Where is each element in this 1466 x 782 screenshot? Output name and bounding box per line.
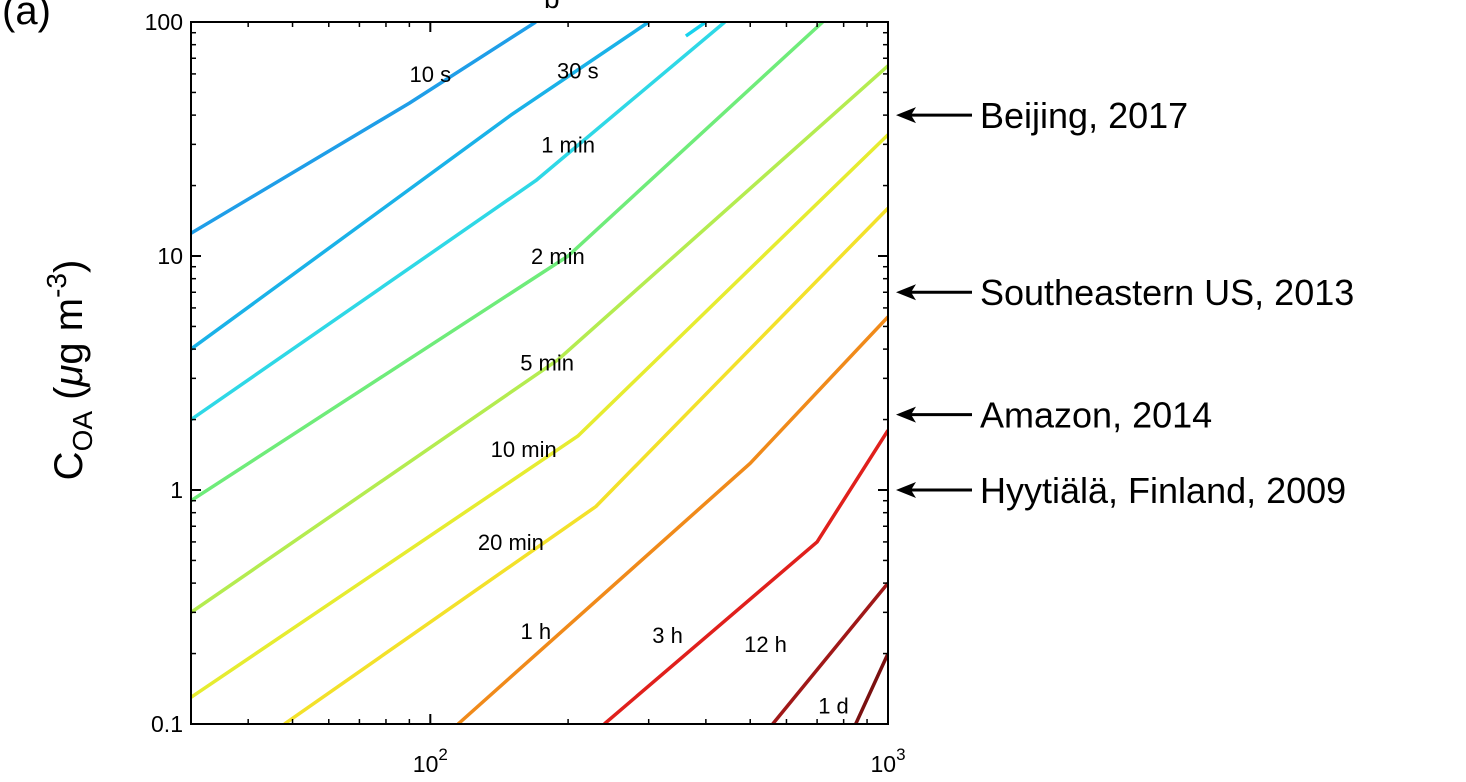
y-label-mu: μ [47,365,91,388]
contour-line-0 [191,22,537,235]
contour-label-6: 10 min [491,437,557,462]
contour-line-7 [283,206,888,724]
contour-line-8 [456,315,888,724]
contour-line-5 [191,64,888,614]
y-label-paren: ( [47,386,91,411]
annotation-arrowhead [896,107,916,124]
top-label-fragment: b [544,0,560,14]
contour-line-9 [603,429,888,724]
contour-lines [191,22,888,724]
contour-line-6 [191,133,888,699]
contour-label-11: 1 d [818,694,849,719]
contour-label-8: 1 h [521,619,552,644]
svg-text:COA (μg m-3): COA (μg m-3) [41,260,98,481]
y-tick-label-2: 10 [157,243,183,269]
contour-label-9: 3 h [652,623,683,648]
annotation-arrowhead [896,482,916,498]
y-label-main: C [47,451,91,480]
y-label-sub: OA [67,411,98,452]
contour-line-10 [771,581,888,724]
contour-line-4 [191,22,824,503]
contour-label-10: 12 h [744,632,787,657]
axis-ticks: 0.1 1 10 100 102 103 [145,9,906,777]
y-label-unit: g m [47,298,91,365]
annotation-label: Amazon, 2014 [980,395,1212,436]
contour-line-11 [854,652,888,724]
contour-line-1 [191,22,650,351]
annotation-2: Amazon, 2014 [896,395,1212,436]
y-tick-label-3: 100 [145,9,183,35]
y-tick-label-1: 1 [170,477,183,503]
contour-line-3 [191,22,726,422]
annotation-arrowhead [896,284,916,301]
y-label-sup: -3 [41,273,72,298]
contour-line-2 [684,22,707,38]
contour-label-7: 20 min [478,530,544,555]
contour-label-3: 1 min [541,132,595,157]
annotation-arrowhead [896,406,916,423]
annotation-label: Southeastern US, 2013 [980,272,1354,313]
x-tick-label-1: 103 [870,745,905,777]
contour-labels: 10 s 30 s 1 min 2 min 5 min 10 min 20 min 1 h 3 … [410,59,849,719]
contour-label-0: 10 s [410,62,452,87]
annotation-1: Southeastern US, 2013 [896,272,1354,313]
annotation-0: Beijing, 2017 [896,95,1188,136]
annotation-3: Hyytiälä, Finland, 2009 [896,470,1346,511]
contour-label-5: 5 min [520,351,574,376]
y-tick-label-0: 0.1 [151,711,183,737]
annotation-label: Beijing, 2017 [980,95,1188,136]
contour-label-1: 30 s [557,59,599,84]
panel-label: (a) [2,0,51,33]
annotation-label: Hyytiälä, Finland, 2009 [980,470,1346,511]
site-annotations: Beijing, 2017 Southeastern US, 2013 Amazon… [896,95,1354,511]
y-label-close: ) [47,260,91,273]
contour-label-4: 2 min [531,244,585,269]
x-tick-label-0: 102 [413,745,448,777]
y-axis-label: COA (μg m-3) [41,260,98,481]
plot-frame [190,21,889,725]
